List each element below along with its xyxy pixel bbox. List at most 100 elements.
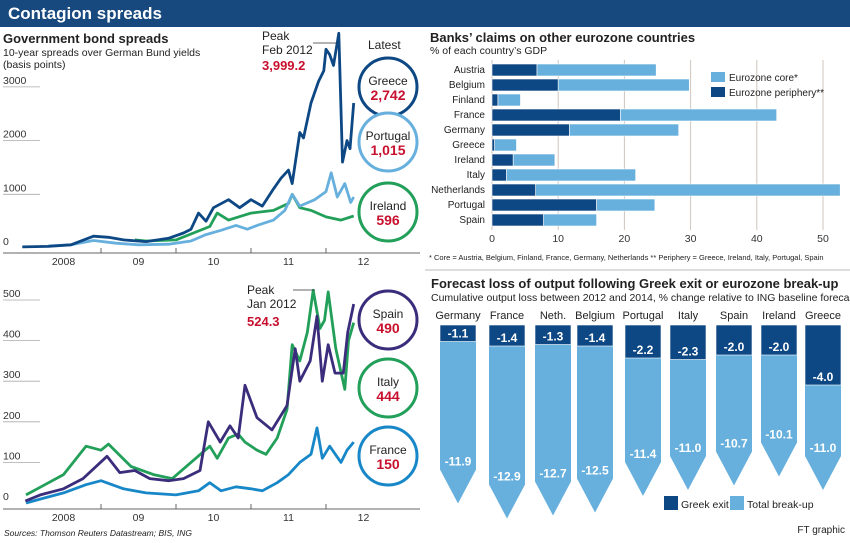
series-name: Italy (377, 375, 399, 389)
total-breakup-bar-belgium (577, 325, 613, 513)
category-label: Belgium (449, 80, 485, 91)
chart-subtitle: 10-year spreads over German Bund yields (3, 47, 200, 59)
bar-core-austria (536, 63, 657, 77)
category-label: France (454, 110, 486, 121)
latest-badge-france (357, 425, 419, 487)
bar-periphery-germany (491, 123, 570, 137)
bar-periphery-france (491, 108, 621, 122)
series-name: France (369, 443, 407, 457)
x-tick-label: 20 (619, 233, 631, 245)
category-label: Portugal (623, 310, 664, 322)
latest-value: 2,742 (370, 87, 405, 103)
banks-claims-chart: Banks’ claims on other eurozone countrie… (429, 30, 841, 262)
bar-periphery-austria (491, 63, 538, 77)
greek-exit-value: -1.3 (543, 330, 564, 344)
category-label: Ireland (762, 310, 796, 322)
chart-subtitle-units: (basis points) (3, 59, 65, 71)
output-loss-chart: Forecast loss of output following Greek … (431, 276, 850, 536)
bar-core-spain (543, 213, 597, 227)
x-tick-label: 10 (552, 233, 564, 245)
series-name: Portugal (366, 129, 411, 143)
chart-title: Government bond spreads (3, 31, 168, 46)
bar-core-greece (494, 138, 517, 152)
greek-exit-value: -2.2 (633, 343, 654, 357)
total-breakup-value: -12.7 (539, 467, 567, 481)
greek-exit-bar-ireland (760, 324, 798, 356)
x-tick-label: 50 (817, 233, 829, 245)
x-tick-label: 11 (283, 512, 294, 524)
x-tick-label: 09 (133, 512, 145, 524)
greek-exit-value: -1.1 (448, 327, 469, 341)
x-tick-label: 12 (358, 512, 370, 524)
greek-exit-value: -2.3 (678, 345, 699, 359)
legend-swatch (711, 87, 725, 97)
total-breakup-value: -11.4 (630, 447, 657, 461)
x-tick-label: 10 (208, 256, 220, 268)
x-tick-label: 09 (133, 256, 145, 268)
total-breakup-value: -11.0 (810, 441, 837, 455)
x-tick-label: 2008 (52, 512, 76, 524)
bar-core-italy (506, 168, 636, 182)
bar-periphery-belgium (491, 78, 559, 92)
x-tick-label: 0 (489, 233, 495, 245)
chart-subtitle: % of each country’s GDP (430, 45, 547, 57)
peak-annotation-line2: Jan 2012 (247, 297, 297, 311)
x-tick-label: 12 (358, 256, 370, 268)
greek-exit-bar-belgium (576, 324, 614, 347)
y-tick-label: 100 (3, 450, 21, 462)
category-label: France (490, 310, 524, 322)
total-breakup-value: -11.0 (675, 441, 702, 455)
latest-value: 596 (376, 212, 400, 228)
category-label: Italy (467, 170, 485, 181)
series-line-greece (22, 31, 356, 249)
ft-credit: FT graphic (797, 525, 845, 536)
bar-core-germany (569, 123, 679, 137)
category-label: Belgium (575, 310, 615, 322)
bar-periphery-ireland (491, 153, 514, 167)
bar-core-belgium (557, 78, 690, 92)
bar-periphery-finland (491, 93, 499, 107)
series-name: Ireland (370, 199, 407, 213)
series-name: Spain (373, 307, 404, 321)
bar-periphery-spain (491, 213, 544, 227)
bar-periphery-greece (491, 138, 495, 152)
category-label: Netherlands (431, 185, 485, 196)
category-label: Greece (805, 310, 841, 322)
y-tick-label: 200 (3, 410, 21, 422)
legend-label: Eurozone periphery** (729, 88, 824, 99)
bar-periphery-netherlands (491, 183, 536, 197)
header-bar (0, 0, 850, 27)
chart-subtitle: Cumulative output loss between 2012 and … (431, 292, 850, 304)
sources-note: Sources: Thomson Reuters Datastream; BIS… (4, 528, 192, 538)
total-breakup-bar-ireland (761, 325, 797, 477)
total-breakup-bar-neth. (535, 325, 571, 516)
category-label: Neth. (540, 310, 566, 322)
x-tick-label: 2008 (52, 256, 76, 268)
category-label: Ireland (454, 155, 485, 166)
bar-periphery-italy (491, 168, 507, 182)
page-title: Contagion spreads (8, 4, 162, 23)
y-tick-label: 500 (3, 288, 21, 300)
y-tick-label: 400 (3, 329, 21, 341)
total-breakup-value: -12.9 (493, 470, 521, 484)
chart-title: Forecast loss of output following Greek … (431, 276, 838, 291)
peak-annotation-line1: Peak (247, 283, 275, 297)
category-label: Portugal (448, 200, 485, 211)
series-line-france (25, 426, 355, 505)
legend-swatch (711, 72, 725, 82)
total-breakup-bar-portugal (625, 325, 661, 496)
total-breakup-bar-spain (716, 325, 752, 486)
latest-value: 150 (376, 456, 400, 472)
greek-exit-value: -2.0 (724, 340, 745, 354)
greek-exit-value: -1.4 (497, 331, 518, 345)
greek-exit-bar-greece (804, 324, 842, 386)
legend-label: Greek exit (681, 499, 729, 511)
latest-badge-ireland (357, 181, 419, 243)
peak-annotation-line2: Feb 2012 (262, 43, 313, 57)
y-tick-label: 3000 (3, 75, 27, 87)
latest-value: 490 (376, 320, 400, 336)
series-line-spain (24, 303, 356, 503)
series-line-portugal (48, 171, 355, 248)
x-tick-label: 30 (685, 233, 697, 245)
latest-value: 1,015 (370, 142, 405, 158)
